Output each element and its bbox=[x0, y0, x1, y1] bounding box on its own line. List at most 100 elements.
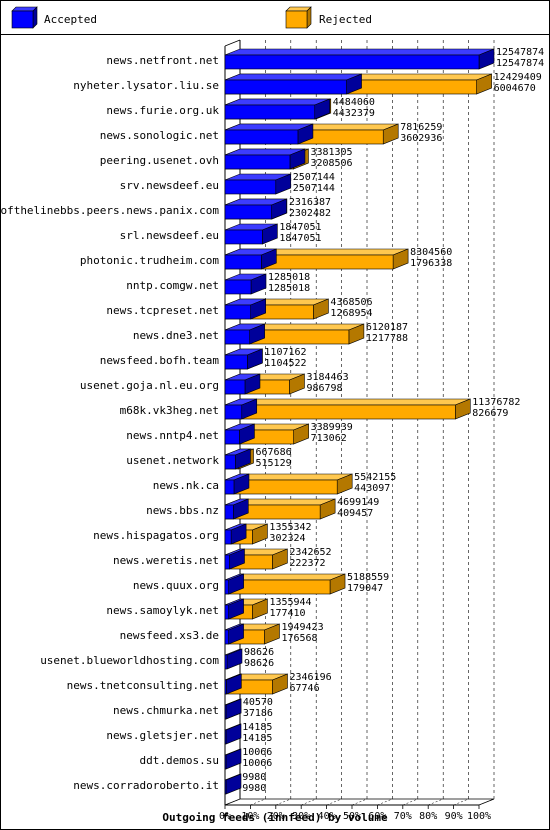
category-label: usenet.goja.nl.eu.org bbox=[80, 379, 219, 392]
x-tick-depth bbox=[301, 798, 317, 806]
category-label: m68k.vk3heg.net bbox=[120, 404, 219, 417]
offered-value-label: 12547874 bbox=[496, 47, 544, 58]
accepted-value-label: 12547874 bbox=[496, 58, 544, 69]
category-label: news.weretis.net bbox=[113, 554, 219, 567]
offered-value-label: 4368506 bbox=[330, 297, 372, 308]
bar-accepted bbox=[224, 154, 291, 170]
category-label: news.samoylyk.net bbox=[106, 604, 219, 617]
bar-group bbox=[224, 448, 254, 470]
category-label: nyheter.lysator.liu.se bbox=[73, 79, 219, 92]
accepted-value-label: 176568 bbox=[281, 633, 317, 644]
bar-group bbox=[224, 398, 471, 420]
bar-accepted bbox=[224, 54, 480, 70]
category-label: nntp.comgw.net bbox=[126, 279, 219, 292]
legend-label-accepted: Accepted bbox=[44, 13, 97, 26]
offered-value-label: 4484060 bbox=[333, 97, 375, 108]
category-label: news.netfront.net bbox=[106, 54, 219, 67]
bar-accepted bbox=[224, 779, 227, 795]
category-label: ddt.demos.su bbox=[140, 754, 219, 767]
bar-accepted-top bbox=[224, 98, 330, 106]
bar-accepted bbox=[224, 404, 243, 420]
offered-value-label: 1355944 bbox=[269, 597, 311, 608]
category-label: srv.newsdeef.eu bbox=[120, 179, 219, 192]
accepted-value-label: 177410 bbox=[269, 608, 305, 619]
bar-group bbox=[224, 348, 263, 370]
accepted-value-label: 1104522 bbox=[264, 358, 306, 369]
bar-group bbox=[224, 473, 353, 495]
accepted-value-label: 515129 bbox=[256, 458, 292, 469]
category-label: srl.newsdeef.eu bbox=[120, 229, 219, 242]
offered-value-label: 12429409 bbox=[494, 72, 542, 83]
bar-group bbox=[224, 73, 492, 95]
category-label: news.tcpreset.net bbox=[106, 304, 219, 317]
x-tick-depth bbox=[453, 798, 469, 806]
bar-accepted-top bbox=[224, 48, 495, 56]
offered-value-label: 9980 bbox=[242, 772, 266, 783]
category-label: news.nk.ca bbox=[153, 479, 219, 492]
bar-accepted bbox=[224, 679, 227, 695]
bar-group bbox=[224, 648, 243, 670]
bars bbox=[224, 48, 495, 795]
accepted-value-label: 443097 bbox=[354, 483, 390, 494]
x-tick-label: 0% bbox=[219, 811, 231, 822]
accepted-value-label: 6004670 bbox=[494, 83, 536, 94]
x-tick-label: 90% bbox=[445, 811, 463, 822]
x-tick-label: 30% bbox=[292, 811, 310, 822]
bar-rejected-top bbox=[224, 398, 471, 406]
x-tick-depth bbox=[326, 798, 342, 806]
category-label: usenet.blueworldhosting.com bbox=[40, 654, 219, 667]
accepted-value-label: 1285018 bbox=[268, 283, 310, 294]
offered-value-label: 14185 bbox=[242, 722, 272, 733]
bar-accepted bbox=[224, 529, 232, 545]
offered-value-label: 4699149 bbox=[337, 497, 379, 508]
bar-accepted bbox=[224, 429, 240, 445]
accepted-value-label: 3602936 bbox=[400, 133, 442, 144]
offered-value-label: 2316387 bbox=[289, 197, 331, 208]
accepted-value-label: 3208506 bbox=[310, 158, 352, 169]
bar-rejected bbox=[224, 404, 456, 420]
category-labels: news.netfront.net nyheter.lysator.liu.se n… bbox=[0, 54, 219, 792]
x-tick-label: 40% bbox=[318, 811, 336, 822]
accepted-value-label: 1847051 bbox=[279, 233, 321, 244]
accepted-value-label: 302324 bbox=[269, 533, 305, 544]
accepted-value-label: 2302482 bbox=[289, 208, 331, 219]
category-label: news.sonologic.net bbox=[100, 129, 219, 142]
bar-accepted bbox=[224, 304, 251, 320]
offered-value-label: 7816259 bbox=[400, 122, 442, 133]
offered-value-label: 5542155 bbox=[354, 472, 396, 483]
accepted-value-label: 10066 bbox=[242, 758, 272, 769]
bar-accepted bbox=[224, 329, 250, 345]
bar-accepted bbox=[224, 729, 227, 745]
bar-accepted bbox=[224, 479, 235, 495]
offered-value-label: 98626 bbox=[244, 647, 274, 658]
bar-group bbox=[224, 198, 288, 220]
bar-accepted bbox=[224, 279, 252, 295]
accepted-value-label: 713062 bbox=[311, 433, 347, 444]
bar-group bbox=[224, 573, 346, 595]
bar-accepted bbox=[224, 354, 248, 370]
legend-label-rejected: Rejected bbox=[319, 13, 372, 26]
bar-group bbox=[224, 523, 268, 545]
bar-accepted bbox=[224, 179, 277, 195]
legend-swatch-accepted bbox=[11, 6, 38, 29]
offered-value-label: 1847051 bbox=[279, 222, 321, 233]
bar-group bbox=[224, 673, 288, 695]
offered-value-label: 40570 bbox=[243, 697, 273, 708]
bar-group bbox=[224, 173, 292, 195]
accepted-value-label: 1217788 bbox=[366, 333, 408, 344]
x-tick-label: 20% bbox=[267, 811, 285, 822]
bar-group bbox=[224, 773, 242, 795]
bar-accepted bbox=[224, 754, 227, 770]
category-label: photonic.trudheim.com bbox=[80, 254, 219, 267]
bar-group bbox=[224, 598, 268, 620]
offered-value-label: 3184463 bbox=[306, 372, 348, 383]
bar-group bbox=[224, 623, 280, 645]
offered-value-label: 667686 bbox=[256, 447, 292, 458]
offered-value-label: 3389939 bbox=[311, 422, 353, 433]
x-tick-depth bbox=[224, 798, 241, 806]
bar-accepted bbox=[224, 454, 236, 470]
accepted-value-label: 2507144 bbox=[293, 183, 335, 194]
bar-accepted bbox=[224, 604, 229, 620]
